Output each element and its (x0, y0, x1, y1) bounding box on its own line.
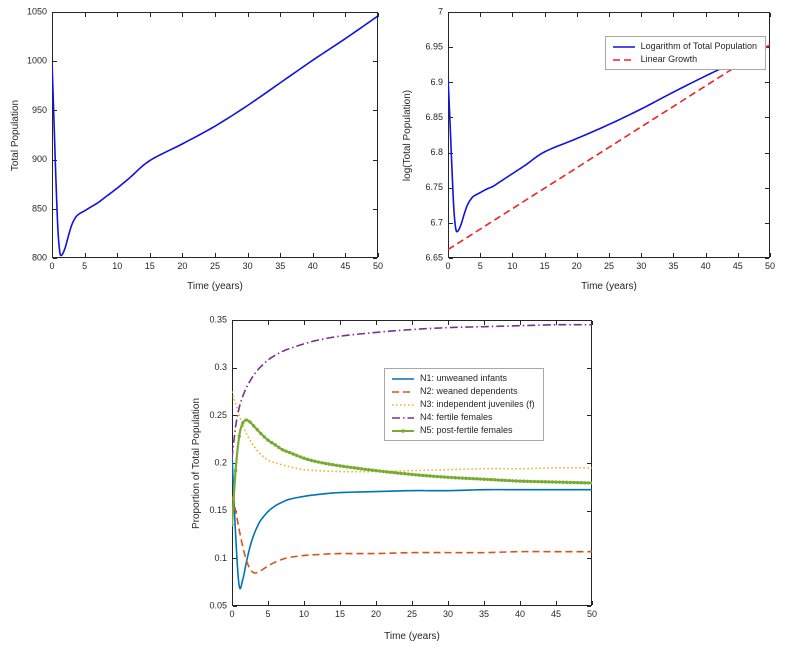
legend-line-sample (392, 416, 414, 419)
y-axis-label-wrap: Proportion of Total Population (188, 320, 204, 606)
legend-item: N3: independent juveniles (f) (391, 399, 535, 410)
y-axis-label: log(Total Population) (402, 89, 414, 181)
legend-item-label: N1: unweaned infants (420, 373, 508, 383)
legend-item-label: N5: post-fertile females (420, 425, 513, 435)
x-axis-label: Time (years) (187, 281, 243, 292)
x-axis-label-wrap: Time (years) (448, 281, 770, 292)
legend-item-label: Linear Growth (640, 54, 698, 64)
legend-item: N4: fertile females (391, 412, 535, 423)
legend-item-label: N2: weaned dependents (420, 386, 518, 396)
legend-line-sample (612, 45, 635, 48)
legend: N1: unweaned infants N2: weaned dependen… (384, 368, 544, 441)
legend-item: N2: weaned dependents (391, 386, 535, 397)
legend-line-sample (392, 403, 414, 406)
x-axis-label: Time (years) (581, 281, 637, 292)
legend-item: N1: unweaned infants (391, 373, 535, 384)
y-axis-label-wrap: Total Population (8, 12, 24, 258)
legend-item: Linear Growth (612, 54, 757, 65)
legend-line-sample (392, 390, 414, 393)
legend-item-label: N3: independent juveniles (f) (420, 399, 535, 409)
proportions-plot (186, 310, 602, 650)
x-axis-label-wrap: Time (years) (52, 281, 378, 292)
legend-line-sample (392, 428, 414, 433)
y-axis-label: Proportion of Total Population (190, 397, 202, 529)
legend-item-label: Logarithm of Total Population (640, 41, 757, 51)
legend-item: N5: post-fertile females (391, 425, 535, 436)
x-axis-label-wrap: Time (years) (232, 631, 592, 642)
total-population-plot (6, 4, 388, 296)
x-axis-label: Time (years) (384, 631, 440, 642)
legend-line-sample (612, 58, 635, 61)
legend-line-sample (392, 377, 414, 380)
chart-total-population: Total Population Time (years) (6, 4, 388, 296)
legend: Logarithm of Total Population Linear Gro… (604, 36, 766, 70)
legend-item: Logarithm of Total Population (612, 41, 757, 52)
legend-item-label: N4: fertile females (420, 412, 493, 422)
y-axis-label-wrap: log(Total Population) (400, 12, 416, 258)
chart-log-population: log(Total Population) Time (years) Logar… (398, 4, 782, 296)
y-axis-label: Total Population (10, 99, 22, 171)
chart-proportions: Proportion of Total Population Time (yea… (186, 310, 602, 650)
